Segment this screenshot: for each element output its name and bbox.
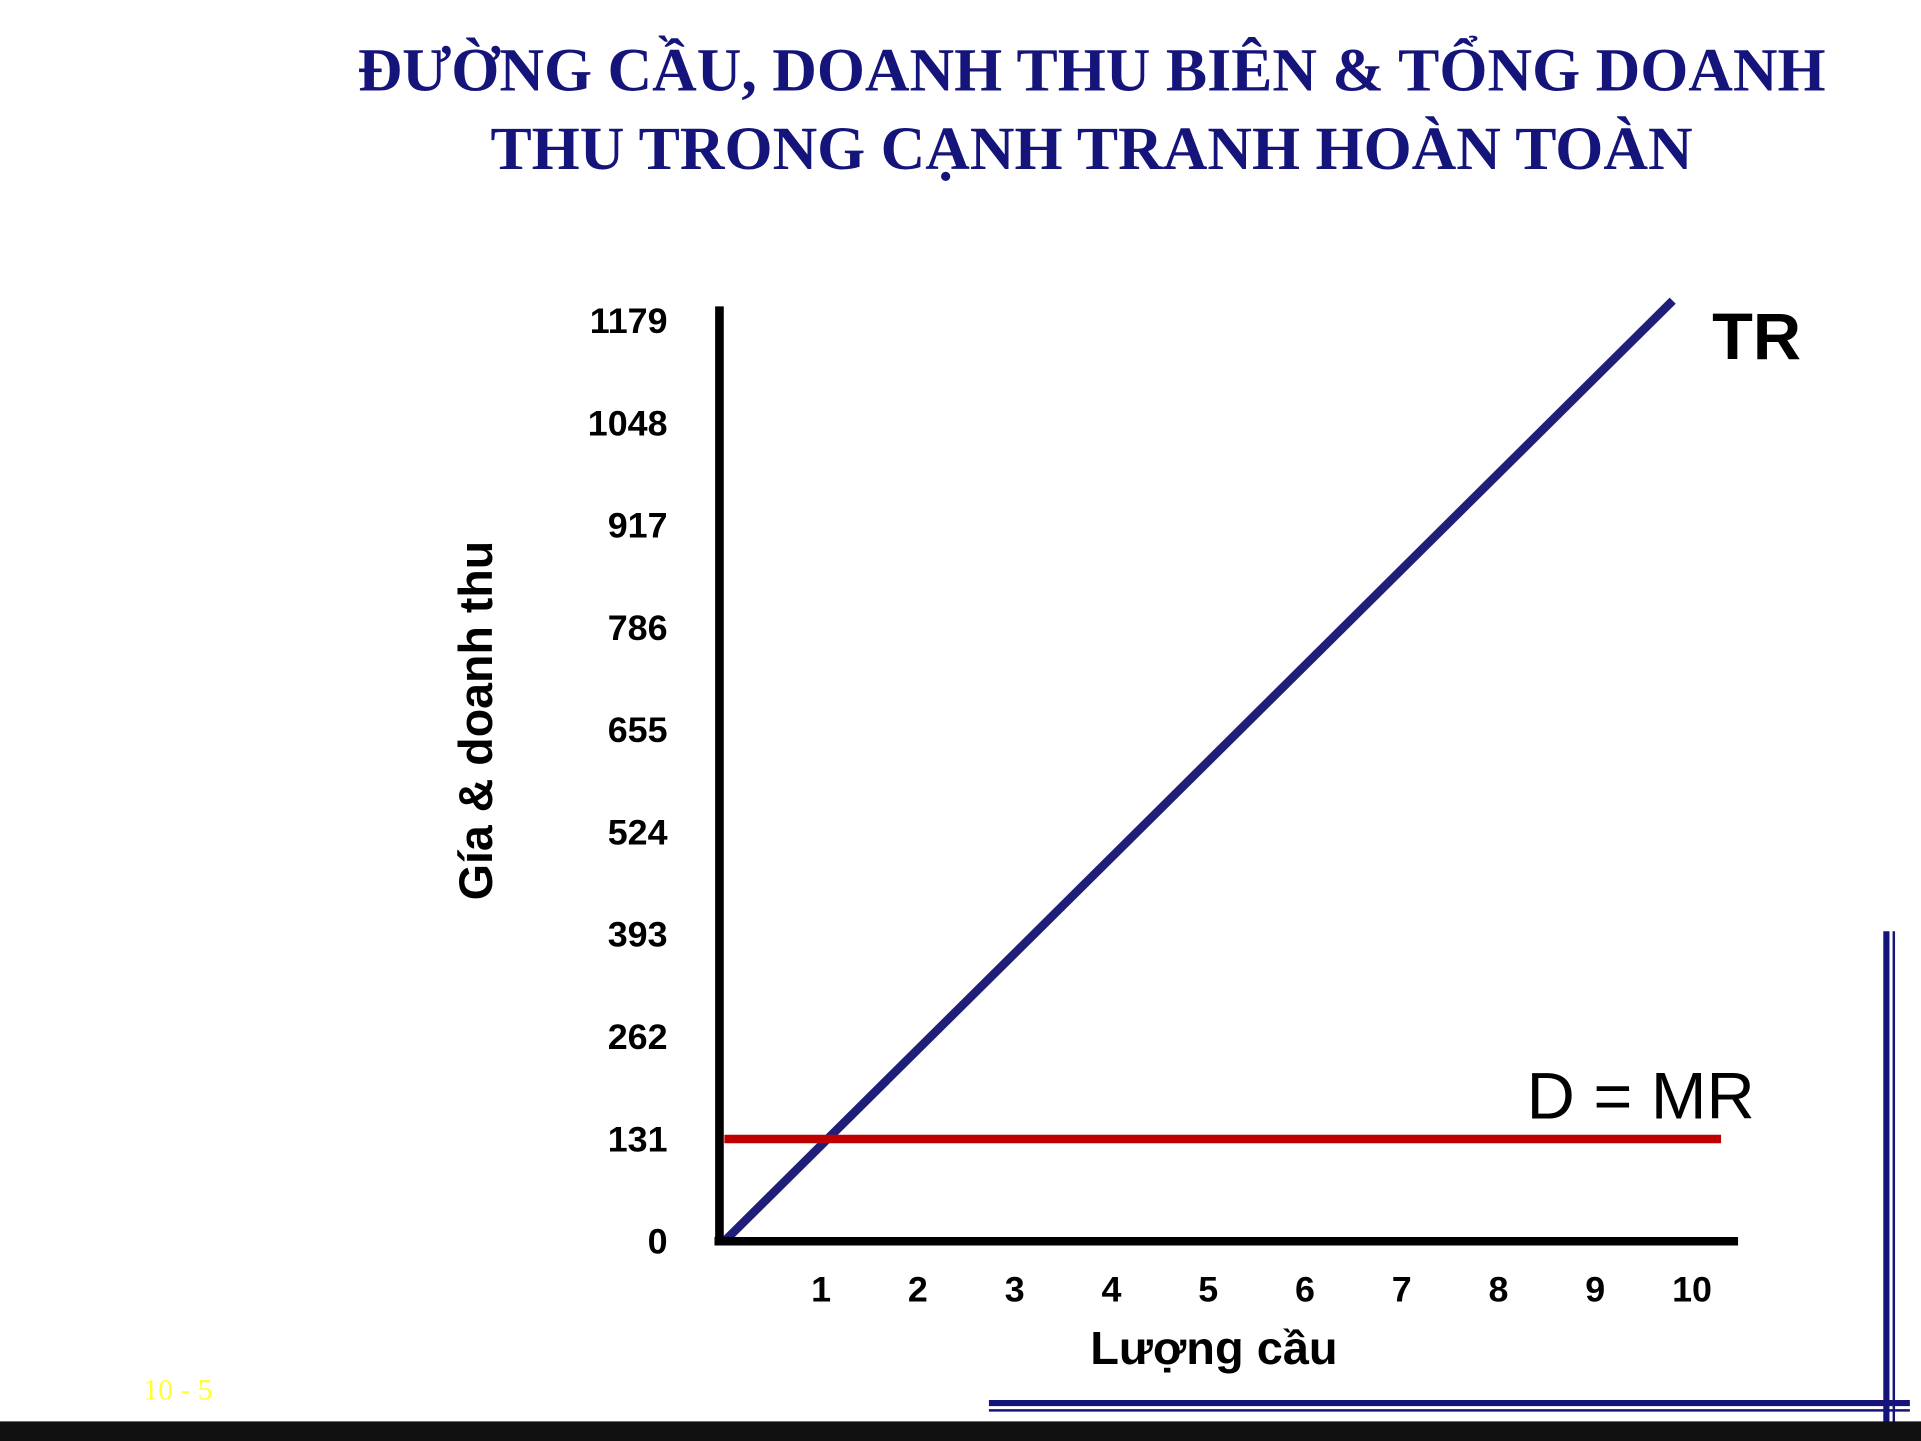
x-axis-label: Lượng cầu: [1090, 1322, 1337, 1374]
x-tick-label: 3: [1005, 1269, 1025, 1309]
y-tick-label: 917: [608, 506, 668, 546]
y-tick-label: 786: [608, 608, 668, 648]
y-tick-label: 655: [608, 710, 668, 750]
slide-number: 10 - 5: [143, 1374, 212, 1406]
x-tick-label: 4: [1101, 1269, 1121, 1309]
y-tick-label: 393: [608, 915, 668, 955]
y-tick-label: 262: [608, 1017, 668, 1057]
y-tick-label: 0: [648, 1222, 668, 1262]
x-tick-label: 10: [1672, 1269, 1712, 1309]
x-tick-label: 8: [1489, 1269, 1509, 1309]
chart-title: ĐƯỜNG CẦU, DOANH THU BIÊN & TỔNG DOANH: [357, 36, 1825, 105]
x-tick-label: 7: [1392, 1269, 1412, 1309]
series-label: D = MR: [1527, 1060, 1755, 1134]
chart-title: THU TRONG CẠNH TRANH HOÀN TOÀN: [490, 115, 1692, 183]
x-tick-label: 5: [1198, 1269, 1218, 1309]
series-label: TR: [1712, 300, 1801, 374]
x-tick-label: 9: [1585, 1269, 1605, 1309]
y-axis-label: Gía & doanh thu: [450, 541, 502, 900]
x-tick-label: 6: [1295, 1269, 1315, 1309]
bottom-bar: [0, 1421, 1921, 1441]
series-line: [721, 297, 1676, 1245]
y-tick-label: 1179: [590, 301, 668, 341]
x-tick-label: 1: [811, 1269, 831, 1309]
x-tick-label: 2: [908, 1269, 928, 1309]
y-tick-label: 524: [608, 813, 668, 853]
y-tick-label: 131: [608, 1119, 668, 1159]
y-tick-label: 1048: [588, 404, 668, 444]
